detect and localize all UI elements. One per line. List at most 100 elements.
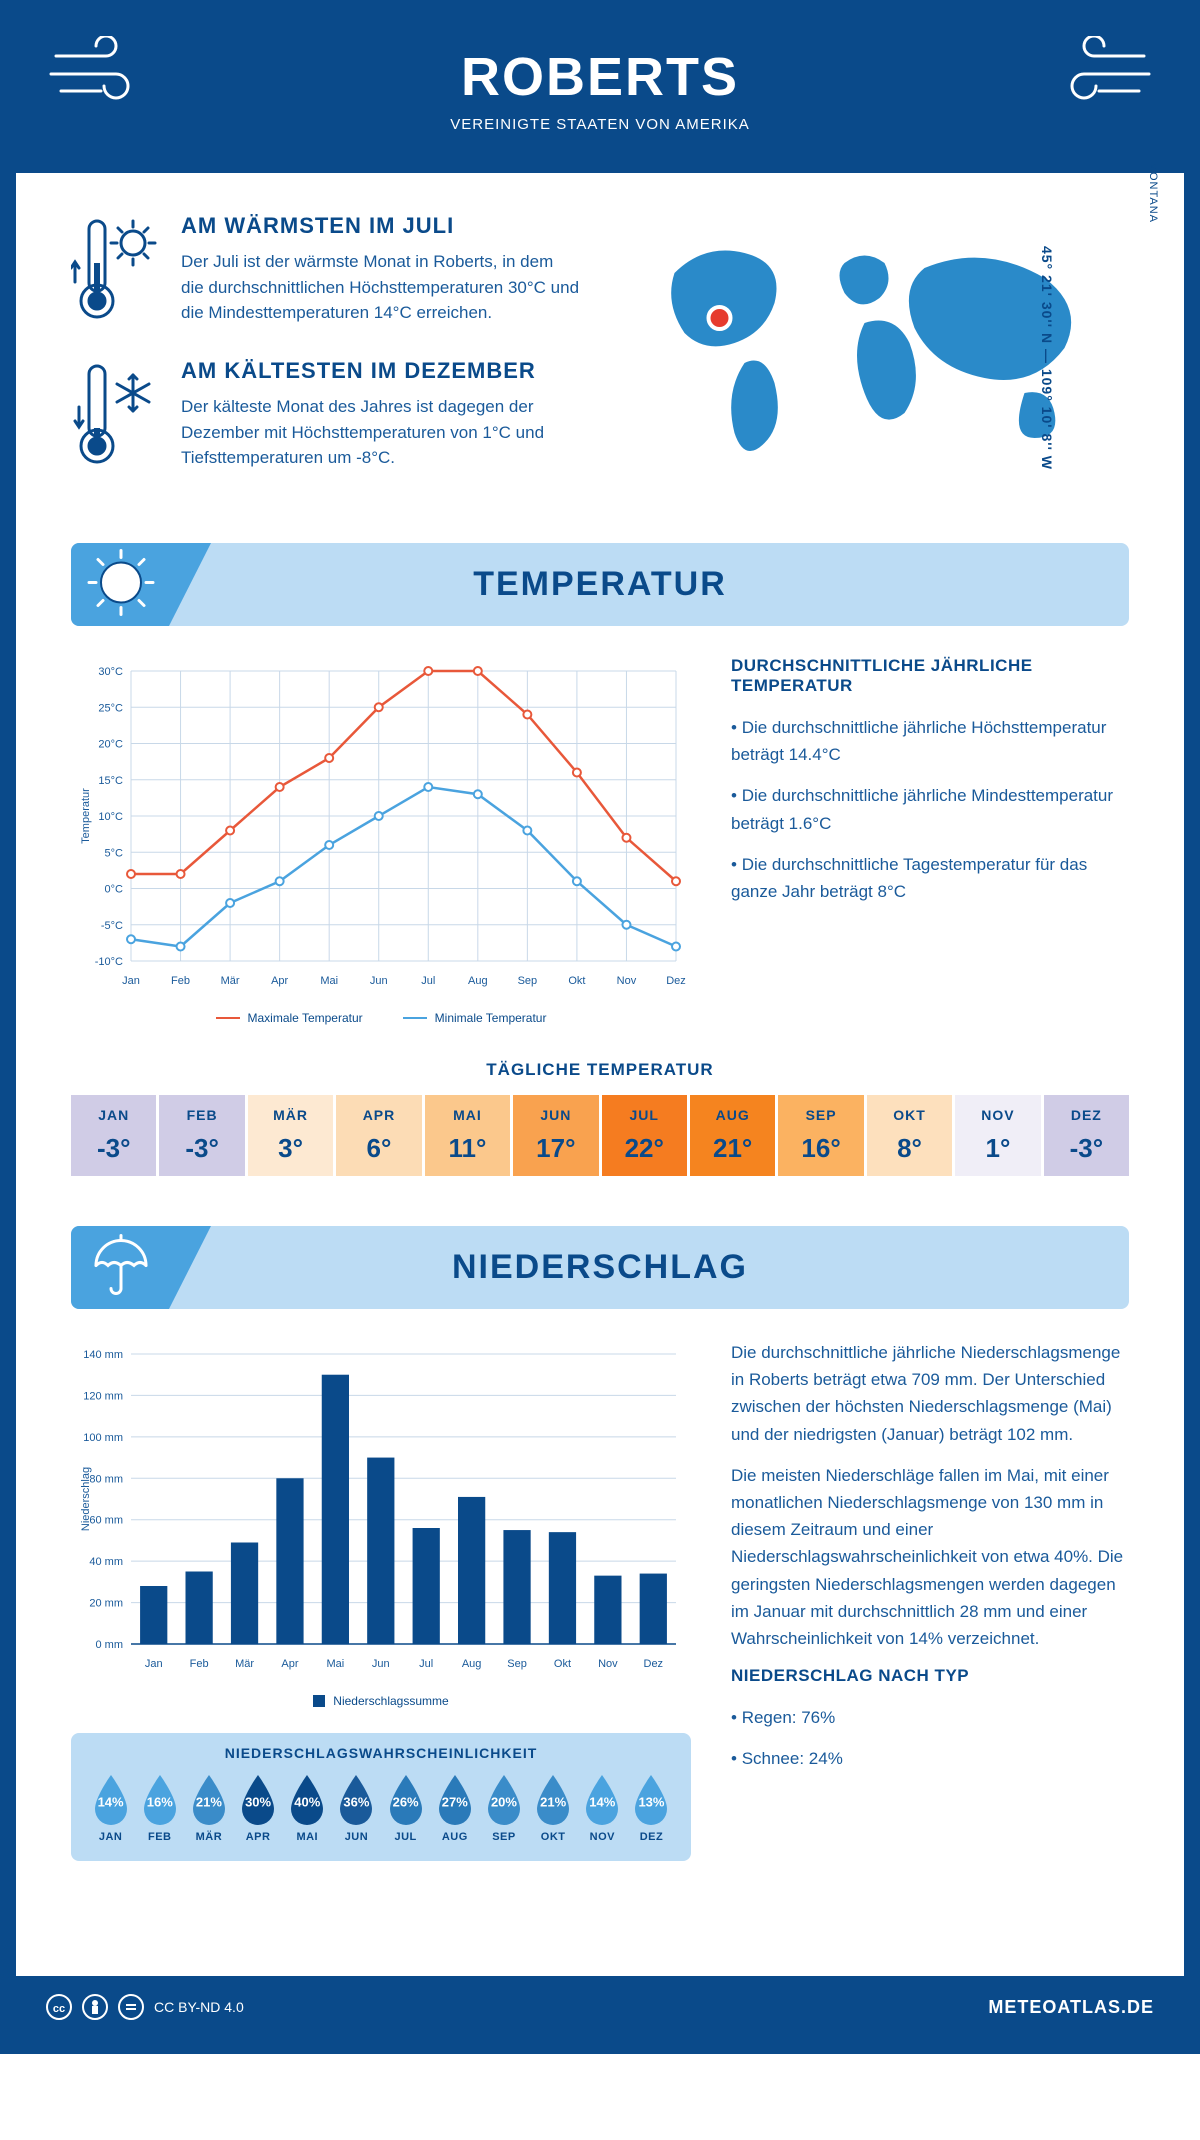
prob-drop: 27%AUG <box>433 1773 476 1843</box>
prob-title: NIEDERSCHLAGSWAHRSCHEINLICHKEIT <box>89 1745 673 1761</box>
fact-cold-title: AM KÄLTESTEN IM DEZEMBER <box>181 358 580 384</box>
svg-text:120 mm: 120 mm <box>83 1390 123 1402</box>
svg-text:Nov: Nov <box>598 1658 618 1670</box>
prob-drop: 21%MÄR <box>187 1773 230 1843</box>
fact-warmest: AM WÄRMSTEN IM JULI Der Juli ist der wär… <box>71 213 580 328</box>
sun-icon <box>86 547 156 622</box>
svg-text:Jul: Jul <box>421 975 435 987</box>
daily-temp-cell: JUN17° <box>513 1095 598 1176</box>
temp-bullet: Die durchschnittliche jährliche Höchstte… <box>731 714 1129 768</box>
license-text: CC BY-ND 4.0 <box>154 1999 244 2015</box>
precipitation-legend: Niederschlagssumme <box>71 1694 691 1708</box>
svg-text:Jul: Jul <box>419 1658 433 1670</box>
map-column: MONTANA 45° 21' 30'' N — 109° 10' 8'' W <box>620 213 1129 503</box>
temp-bullet: Die durchschnittliche Tagestemperatur fü… <box>731 851 1129 905</box>
precipitation-bar-chart: 0 mm20 mm40 mm60 mm80 mm100 mm120 mm140 … <box>71 1339 691 1861</box>
wind-icon <box>1054 36 1154 111</box>
svg-text:-5°C: -5°C <box>101 920 123 932</box>
section-header-precipitation: NIEDERSCHLAG <box>71 1226 1129 1309</box>
prob-drop: 26%JUL <box>384 1773 427 1843</box>
daily-temp-cell: OKT8° <box>867 1095 952 1176</box>
svg-text:Apr: Apr <box>281 1658 298 1670</box>
svg-text:5°C: 5°C <box>105 847 124 859</box>
svg-text:Temperatur: Temperatur <box>80 788 92 844</box>
prob-drop: 16%FEB <box>138 1773 181 1843</box>
intro-row: AM WÄRMSTEN IM JULI Der Juli ist der wär… <box>71 213 1129 503</box>
daily-temp-cell: JUL22° <box>602 1095 687 1176</box>
svg-text:Sep: Sep <box>507 1658 527 1670</box>
svg-text:80 mm: 80 mm <box>89 1473 123 1485</box>
svg-text:0°C: 0°C <box>105 884 124 896</box>
svg-text:cc: cc <box>53 2003 65 2015</box>
svg-text:15°C: 15°C <box>98 775 123 787</box>
svg-text:Niederschlag: Niederschlag <box>80 1467 92 1531</box>
prob-drop: 14%JAN <box>89 1773 132 1843</box>
daily-temp-cell: NOV1° <box>955 1095 1040 1176</box>
svg-text:Mai: Mai <box>327 1658 345 1670</box>
coordinates: 45° 21' 30'' N — 109° 10' 8'' W <box>1039 246 1055 470</box>
svg-text:Feb: Feb <box>190 1658 209 1670</box>
infographic-page: ROBERTS VEREINIGTE STAATEN VON AMERIKA A… <box>0 0 1200 2054</box>
prob-drop: 36%JUN <box>335 1773 378 1843</box>
footer: cc CC BY-ND 4.0 METEOATLAS.DE <box>16 1976 1184 2038</box>
header: ROBERTS VEREINIGTE STAATEN VON AMERIKA <box>16 16 1184 173</box>
license-block: cc CC BY-ND 4.0 <box>46 1994 244 2020</box>
daily-temp-cell: AUG21° <box>690 1095 775 1176</box>
svg-text:Dez: Dez <box>644 1658 664 1670</box>
facts-column: AM WÄRMSTEN IM JULI Der Juli ist der wär… <box>71 213 580 503</box>
daily-temp-cell: MÄR3° <box>248 1095 333 1176</box>
umbrella-icon <box>86 1230 156 1305</box>
prob-drop: 14%NOV <box>581 1773 624 1843</box>
svg-text:Mär: Mär <box>221 975 240 987</box>
cc-icon: cc <box>46 1994 72 2020</box>
precip-type-title: NIEDERSCHLAG NACH TYP <box>731 1666 1129 1686</box>
daily-temp-title: TÄGLICHE TEMPERATUR <box>71 1060 1129 1080</box>
svg-text:Dez: Dez <box>666 975 686 987</box>
svg-text:Apr: Apr <box>271 975 288 987</box>
svg-text:-10°C: -10°C <box>95 956 123 968</box>
wind-icon <box>46 36 146 111</box>
page-title: ROBERTS <box>36 46 1164 108</box>
precip-type-bullet: Schnee: 24% <box>731 1745 1129 1772</box>
prob-drop: 40%MAI <box>286 1773 329 1843</box>
svg-text:60 mm: 60 mm <box>89 1515 123 1527</box>
svg-text:Feb: Feb <box>171 975 190 987</box>
daily-temp-cell: DEZ-3° <box>1044 1095 1129 1176</box>
svg-text:0 mm: 0 mm <box>96 1639 124 1651</box>
temperature-legend: Maximale Temperatur Minimale Temperatur <box>71 1011 691 1025</box>
daily-temp-cell: APR6° <box>336 1095 421 1176</box>
brand-name: METEOATLAS.DE <box>988 1997 1154 2018</box>
svg-text:20°C: 20°C <box>98 739 123 751</box>
temp-bullet: Die durchschnittliche jährliche Mindestt… <box>731 782 1129 836</box>
temp-info-title: DURCHSCHNITTLICHE JÄHRLICHE TEMPERATUR <box>731 656 1129 696</box>
daily-temp-cell: FEB-3° <box>159 1095 244 1176</box>
location-marker-icon <box>709 307 731 329</box>
svg-text:Mär: Mär <box>235 1658 254 1670</box>
temperature-info: DURCHSCHNITTLICHE JÄHRLICHE TEMPERATUR D… <box>731 656 1129 1025</box>
svg-text:30°C: 30°C <box>98 666 123 678</box>
thermometer-sun-icon <box>71 213 161 328</box>
daily-temp-cell: MAI11° <box>425 1095 510 1176</box>
page-subtitle: VEREINIGTE STAATEN VON AMERIKA <box>36 116 1164 133</box>
svg-text:Okt: Okt <box>554 1658 571 1670</box>
daily-temperature-strip: JAN-3°FEB-3°MÄR3°APR6°MAI11°JUN17°JUL22°… <box>71 1095 1129 1176</box>
svg-text:Aug: Aug <box>462 1658 482 1670</box>
precipitation-probability-panel: NIEDERSCHLAGSWAHRSCHEINLICHKEIT 14%JAN16… <box>71 1733 691 1861</box>
legend-precip: Niederschlagssumme <box>333 1694 448 1708</box>
daily-temp-cell: SEP16° <box>778 1095 863 1176</box>
temperature-chart-row: -10°C-5°C0°C5°C10°C15°C20°C25°C30°CJanFe… <box>71 656 1129 1025</box>
thermometer-snow-icon <box>71 358 161 473</box>
prob-drop: 30%APR <box>237 1773 280 1843</box>
svg-text:Jun: Jun <box>372 1658 390 1670</box>
svg-text:Jan: Jan <box>122 975 140 987</box>
svg-text:Mai: Mai <box>320 975 338 987</box>
svg-text:Okt: Okt <box>568 975 585 987</box>
temperature-title: TEMPERATUR <box>93 565 1107 604</box>
svg-text:40 mm: 40 mm <box>89 1556 123 1568</box>
legend-min: Minimale Temperatur <box>435 1011 547 1025</box>
precip-text-2: Die meisten Niederschläge fallen im Mai,… <box>731 1462 1129 1652</box>
prob-drop: 13%DEZ <box>630 1773 673 1843</box>
by-icon <box>82 1994 108 2020</box>
svg-text:10°C: 10°C <box>98 811 123 823</box>
svg-text:Sep: Sep <box>518 975 538 987</box>
